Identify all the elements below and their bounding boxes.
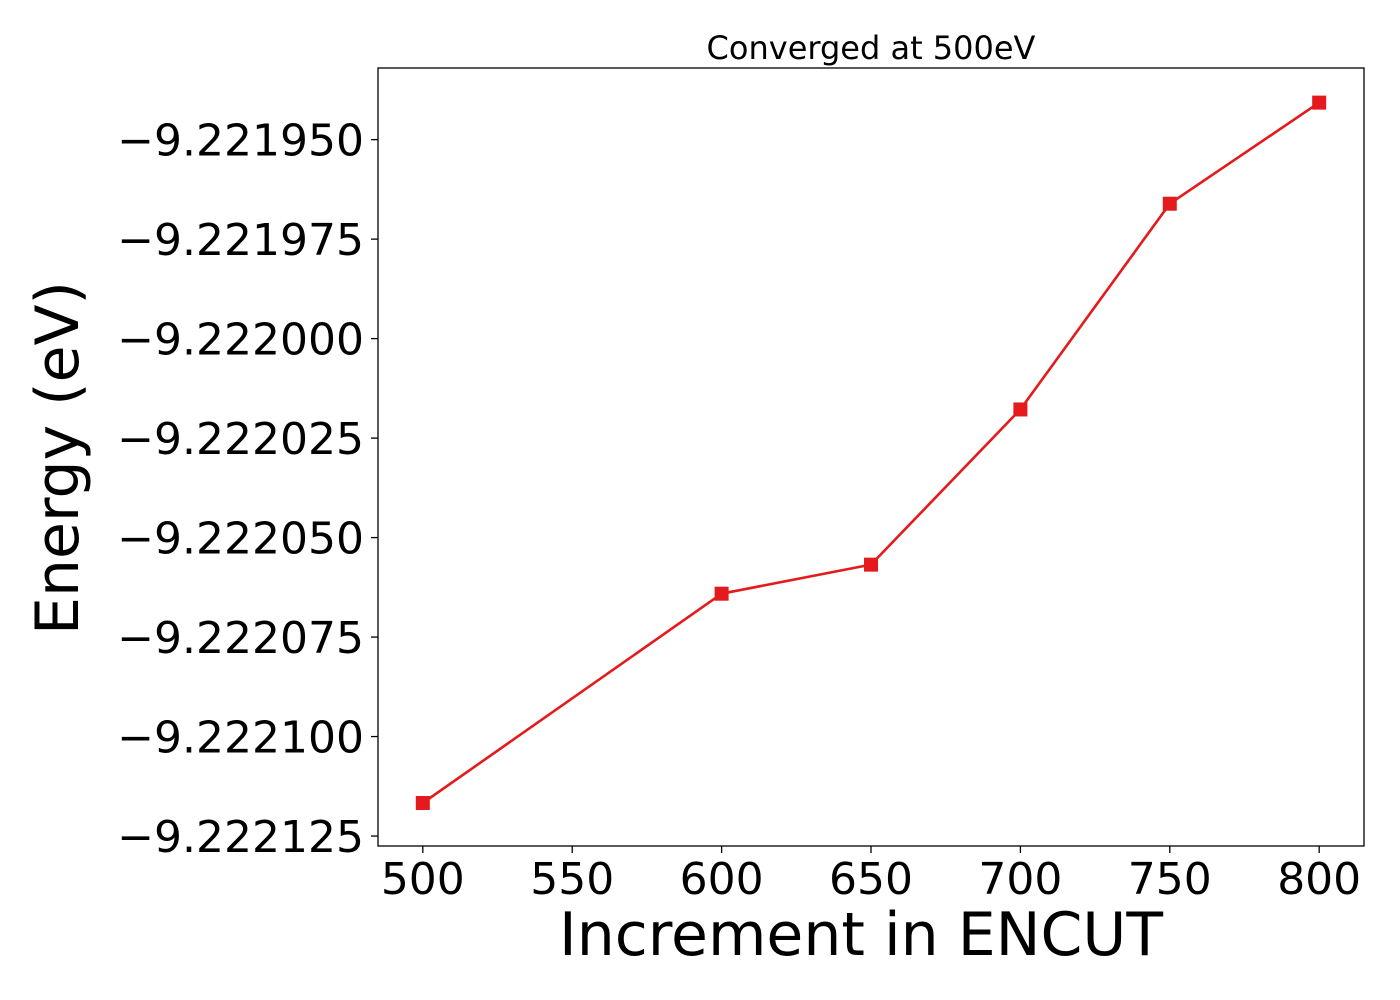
y-tick-label: −9.222025	[117, 414, 364, 465]
data-point-marker	[714, 586, 729, 601]
series-layer	[415, 95, 1327, 811]
y-tick-label: −9.222075	[117, 613, 364, 664]
data-point-marker	[1013, 402, 1028, 417]
y-tick-label: −9.222100	[117, 713, 364, 764]
y-axis-label: Energy (eV)	[23, 281, 93, 635]
x-tick-label: 500	[381, 854, 465, 905]
data-point-marker	[864, 557, 878, 572]
x-tick-label: 750	[1128, 854, 1212, 905]
y-tick-label: −9.222050	[117, 514, 364, 565]
chart-title: Converged at 500eV	[707, 29, 1036, 67]
data-point-marker	[415, 796, 430, 811]
x-axis-ticks: 500 550 600 650 700 750 800	[381, 846, 1361, 905]
data-point-marker	[1162, 196, 1177, 211]
x-tick-label: 800	[1277, 854, 1361, 905]
x-tick-label: 650	[829, 854, 913, 905]
series-line	[422, 101, 1320, 805]
y-axis-ticks: −9.221950 −9.221975 −9.222000 −9.222025 −9.2…	[117, 116, 378, 863]
data-point-marker	[1312, 95, 1327, 110]
x-tick-label: 700	[978, 854, 1062, 905]
y-tick-label: −9.221950	[117, 116, 364, 167]
y-tick-label: −9.221975	[117, 215, 364, 266]
x-tick-label: 550	[530, 854, 614, 905]
y-tick-label: −9.222000	[117, 315, 364, 366]
x-tick-label: 600	[680, 854, 764, 905]
x-axis-label: Increment in ENCUT	[559, 900, 1163, 970]
y-tick-label: −9.222125	[117, 812, 364, 863]
